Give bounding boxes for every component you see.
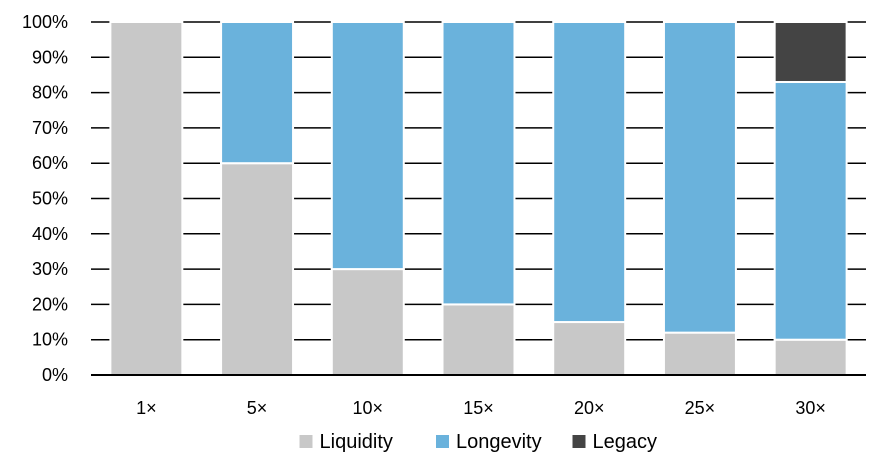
bar-longevity-25 — [662, 21, 737, 334]
legend-item-longevity: Longevity — [436, 431, 542, 453]
bars — [109, 21, 848, 377]
y-tick-label-40: 40% — [32, 224, 68, 244]
y-tick-label-30: 30% — [32, 259, 68, 279]
bar-longevity-15 — [441, 21, 516, 306]
bar-liquidity-30 — [773, 338, 848, 377]
y-tick-label-70: 70% — [32, 118, 68, 138]
y-tick-label-10: 10% — [32, 330, 68, 350]
x-tick-label-25: 25× — [685, 398, 716, 418]
x-tick-label-30: 30× — [795, 398, 826, 418]
y-tick-label-100: 100% — [22, 12, 68, 32]
y-tick-labels: 0% 10% 20% 30% 40% 50% 60% 70% 80% 90% 100% — [22, 12, 68, 385]
bar-liquidity-10 — [330, 268, 405, 377]
x-tick-label-5: 5× — [247, 398, 268, 418]
bar-longevity-5 — [220, 21, 295, 165]
y-tick-label-90: 90% — [32, 47, 68, 67]
bar-longevity-20 — [552, 21, 627, 324]
bar-legacy-30 — [773, 21, 848, 84]
bar-liquidity-5 — [220, 162, 295, 376]
y-tick-label-50: 50% — [32, 189, 68, 209]
x-tick-labels: 1× 5× 10× 15× 20× 25× 30× — [136, 398, 826, 418]
y-tick-label-80: 80% — [32, 83, 68, 103]
legend-label-longevity: Longevity — [456, 431, 542, 453]
legend: Liquidity Longevity Legacy — [299, 431, 658, 453]
x-tick-label-15: 15× — [463, 398, 494, 418]
legend-label-legacy: Legacy — [593, 431, 658, 453]
bar-liquidity-20 — [552, 321, 627, 376]
x-tick-label-10: 10× — [353, 398, 384, 418]
bar-longevity-10 — [330, 21, 405, 271]
legend-item-liquidity: Liquidity — [299, 431, 393, 453]
bar-liquidity-15 — [441, 303, 516, 376]
bar-liquidity-25 — [662, 331, 737, 377]
y-tick-label-20: 20% — [32, 294, 68, 314]
bar-liquidity-1 — [109, 21, 184, 376]
y-tick-label-0: 0% — [42, 365, 68, 385]
legend-swatch-longevity — [436, 435, 449, 448]
legend-item-legacy: Legacy — [572, 431, 658, 453]
legend-swatch-liquidity — [299, 435, 313, 448]
x-tick-label-1: 1× — [136, 398, 157, 418]
legend-swatch-legacy — [572, 435, 586, 448]
bar-longevity-30 — [773, 81, 848, 341]
y-tick-label-60: 60% — [32, 153, 68, 173]
x-tick-label-20: 20× — [574, 398, 605, 418]
legend-label-liquidity: Liquidity — [320, 431, 393, 453]
